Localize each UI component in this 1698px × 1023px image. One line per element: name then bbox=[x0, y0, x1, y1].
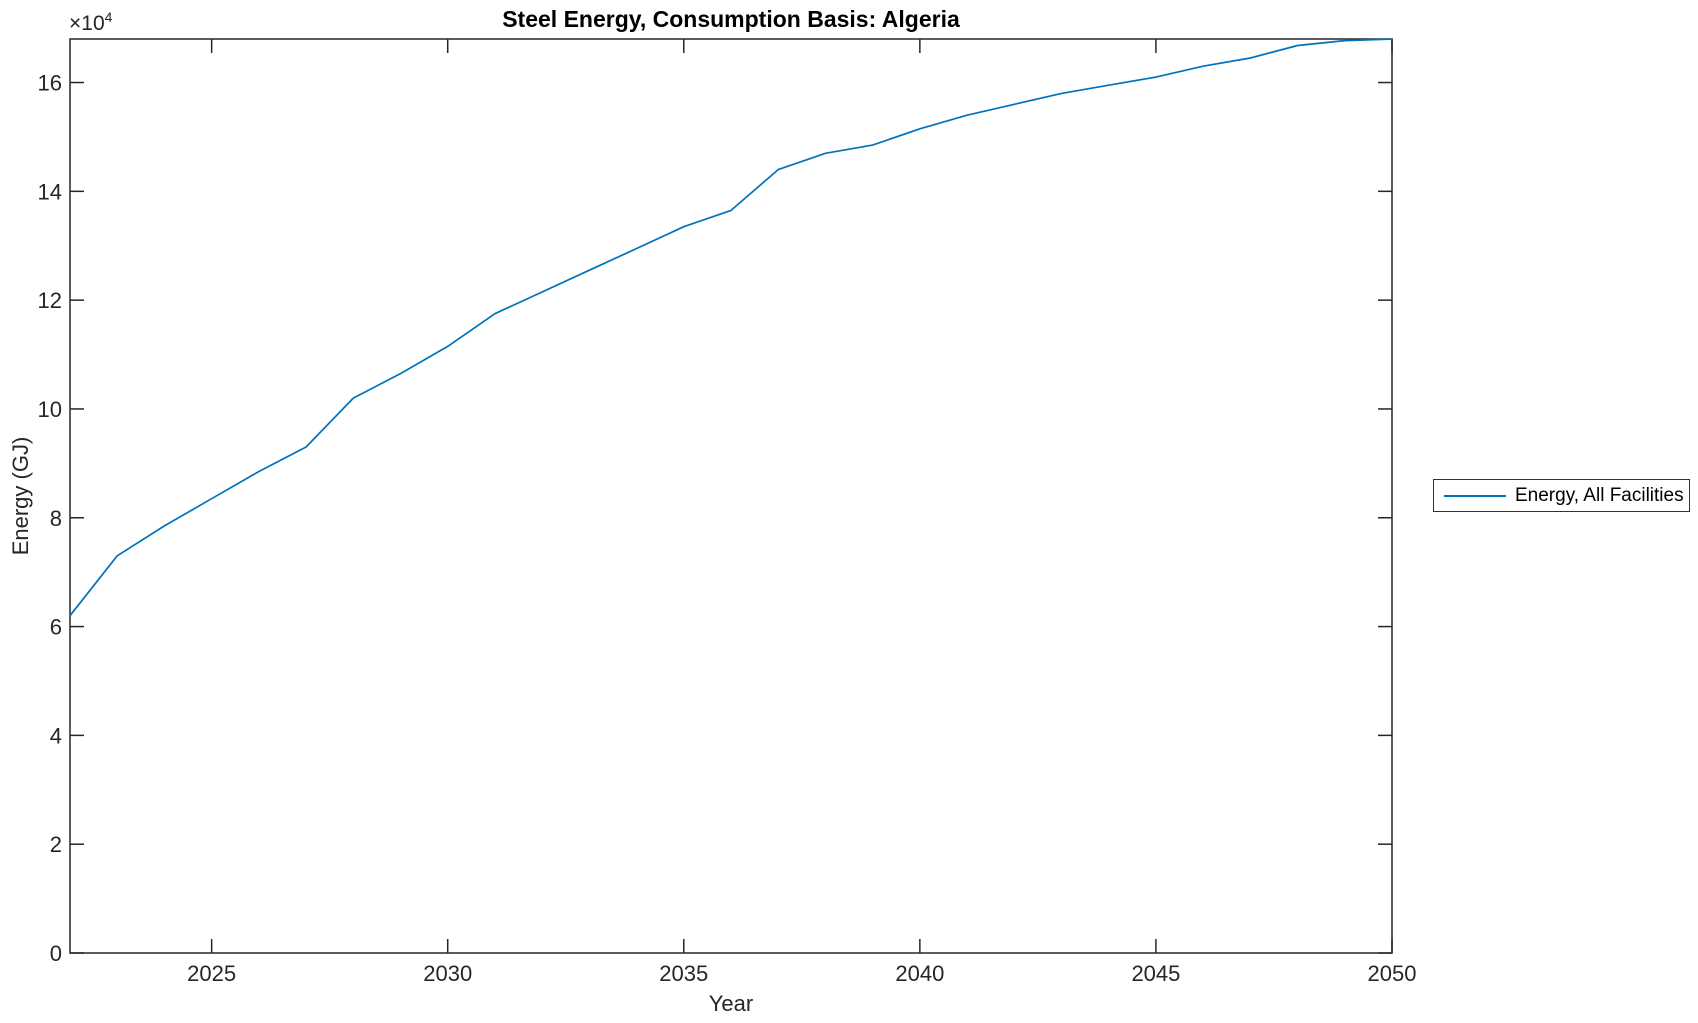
y-tick-label: 0 bbox=[50, 941, 62, 966]
y-axis-multiplier-base: ×10 bbox=[69, 12, 105, 35]
legend-line-swatch bbox=[1444, 494, 1506, 497]
x-tick-label: 2035 bbox=[659, 961, 708, 986]
y-axis-label: Energy (GJ) bbox=[8, 436, 33, 556]
legend-box: Energy, All Facilities bbox=[1433, 479, 1690, 512]
x-tick-label: 2030 bbox=[423, 961, 472, 986]
x-axis-label: Year bbox=[708, 991, 754, 1016]
y-tick-label: 16 bbox=[38, 71, 62, 96]
y-tick-label: 10 bbox=[38, 397, 62, 422]
y-tick-label: 14 bbox=[38, 179, 62, 204]
x-tick-label: 2050 bbox=[1368, 961, 1417, 986]
y-tick-label: 6 bbox=[50, 615, 62, 640]
x-tick-label: 2025 bbox=[187, 961, 236, 986]
chart-title: Steel Energy, Consumption Basis: Algeria bbox=[502, 6, 960, 32]
y-tick-label: 2 bbox=[50, 832, 62, 857]
x-tick-label: 2040 bbox=[895, 961, 944, 986]
data-line-energy-all-facilities bbox=[69, 38, 1393, 617]
y-axis-multiplier: ×104 bbox=[69, 9, 112, 36]
x-tick-label: 2045 bbox=[1131, 961, 1180, 986]
legend-entry-label: Energy, All Facilities bbox=[1515, 484, 1684, 506]
y-axis-multiplier-exponent: 4 bbox=[104, 9, 113, 25]
y-tick-label: 4 bbox=[50, 723, 62, 748]
y-tick-label: 8 bbox=[50, 506, 62, 531]
y-tick-label: 12 bbox=[38, 288, 62, 313]
axes-box bbox=[69, 38, 1393, 954]
